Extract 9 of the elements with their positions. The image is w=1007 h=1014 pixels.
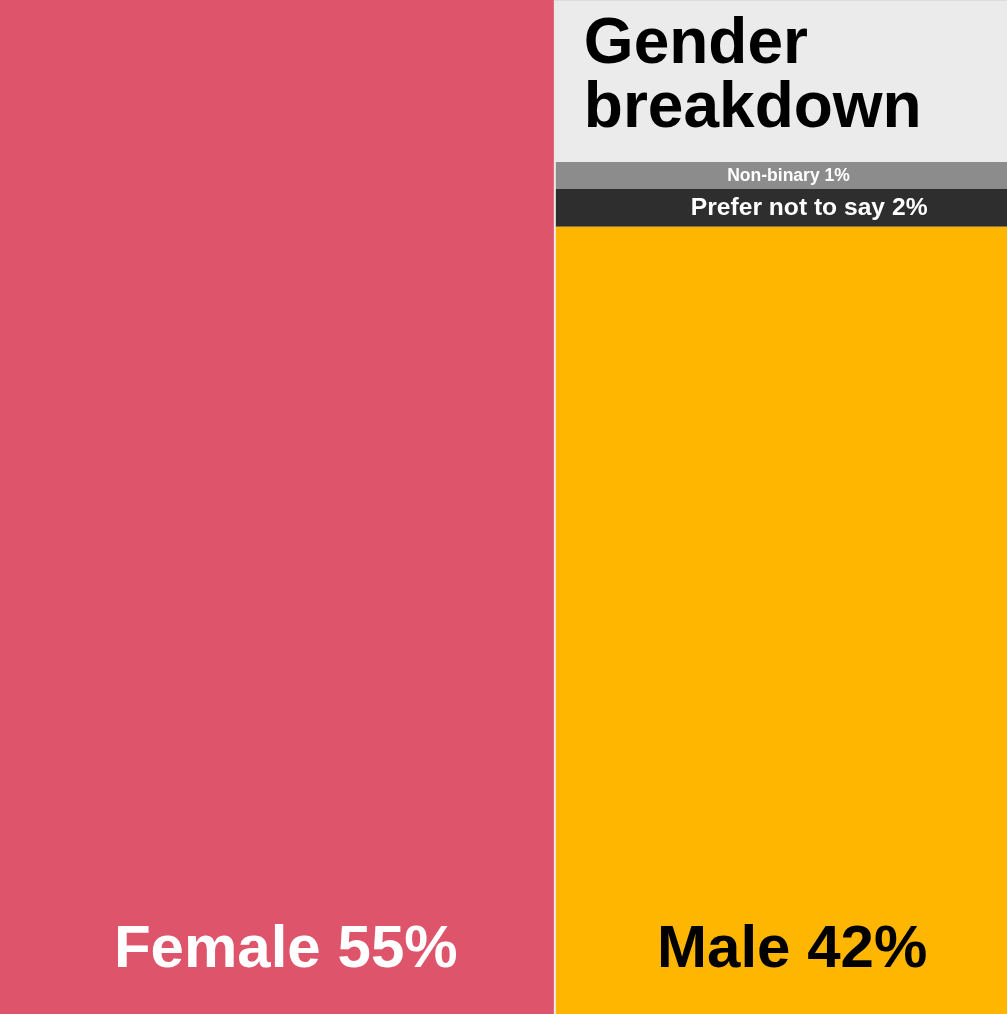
data-label: 42% (807, 913, 928, 980)
data-label: 55% (337, 913, 458, 980)
data-label: 2% (891, 192, 928, 220)
text: Gender breakdown (583, 5, 922, 141)
data-label: 1% (824, 164, 851, 185)
category-label: Non-binary (727, 164, 820, 185)
category-label: Female (113, 913, 321, 980)
category-label: Prefer not to say (690, 192, 886, 220)
category-label: Male (657, 913, 791, 980)
